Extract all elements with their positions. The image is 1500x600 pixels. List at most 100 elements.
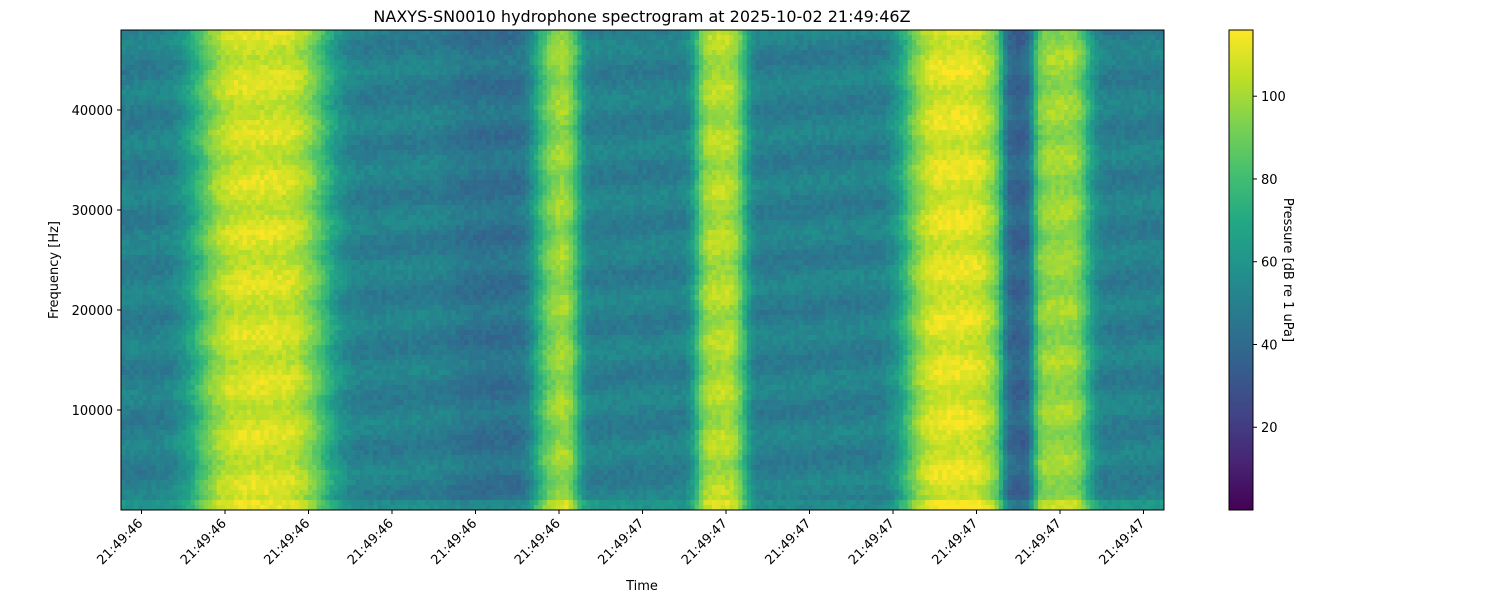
heatmap-cell	[243, 470, 248, 476]
heatmap-cell	[212, 230, 217, 236]
heatmap-cell	[173, 495, 178, 501]
heatmap-cell	[277, 185, 282, 191]
heatmap-cell	[251, 385, 256, 391]
heatmap-cell	[234, 300, 239, 306]
heatmap-cell	[221, 215, 226, 221]
heatmap-cell	[343, 255, 348, 261]
heatmap-cell	[282, 370, 287, 376]
heatmap-cell	[199, 275, 204, 281]
heatmap-cell	[286, 160, 291, 166]
heatmap-cell	[243, 445, 248, 451]
heatmap-cell	[169, 255, 174, 261]
heatmap-cell	[204, 265, 209, 271]
heatmap-cell	[277, 365, 282, 371]
heatmap-cell	[277, 460, 282, 466]
heatmap-cell	[204, 215, 209, 221]
heatmap-cell	[264, 410, 269, 416]
heatmap-cell	[273, 490, 278, 496]
heatmap-cell	[182, 60, 187, 66]
heatmap-cell	[325, 425, 330, 431]
heatmap-cell	[156, 375, 161, 381]
heatmap-cell	[182, 45, 187, 51]
heatmap-cell	[221, 285, 226, 291]
heatmap-cell	[199, 450, 204, 456]
heatmap-cell	[186, 220, 191, 226]
heatmap-cell	[282, 225, 287, 231]
heatmap-cell	[121, 190, 126, 196]
heatmap-cell	[269, 430, 274, 436]
heatmap-cell	[156, 255, 161, 261]
heatmap-cell	[204, 235, 209, 241]
heatmap-cell	[164, 45, 169, 51]
heatmap-cell	[160, 395, 165, 401]
heatmap-cell	[251, 55, 256, 61]
heatmap-cell	[217, 315, 222, 321]
heatmap-cell	[225, 310, 230, 316]
heatmap-cell	[164, 380, 169, 386]
heatmap-cell	[225, 90, 230, 96]
heatmap-cell	[334, 160, 339, 166]
heatmap-cell	[186, 430, 191, 436]
heatmap-cell	[199, 230, 204, 236]
heatmap-cell	[156, 155, 161, 161]
heatmap-cell	[317, 500, 322, 506]
heatmap-cell	[164, 130, 169, 136]
heatmap-cell	[251, 155, 256, 161]
heatmap-cell	[134, 270, 139, 276]
heatmap-cell	[169, 260, 174, 266]
heatmap-cell	[212, 370, 217, 376]
heatmap-cell	[191, 280, 196, 286]
heatmap-cell	[273, 105, 278, 111]
heatmap-cell	[308, 460, 313, 466]
heatmap-cell	[217, 430, 222, 436]
heatmap-cell	[338, 270, 343, 276]
heatmap-cell	[138, 475, 143, 481]
heatmap-cell	[199, 120, 204, 126]
heatmap-cell	[286, 140, 291, 146]
heatmap-cell	[147, 330, 152, 336]
heatmap-cell	[186, 95, 191, 101]
heatmap-cell	[138, 255, 143, 261]
heatmap-cell	[304, 250, 309, 256]
heatmap-cell	[234, 265, 239, 271]
heatmap-cell	[130, 285, 135, 291]
heatmap-cell	[208, 295, 213, 301]
heatmap-cell	[317, 395, 322, 401]
heatmap-cell	[290, 440, 295, 446]
heatmap-cell	[191, 435, 196, 441]
heatmap-cell	[243, 85, 248, 91]
heatmap-cell	[212, 265, 217, 271]
heatmap-cell	[182, 55, 187, 61]
heatmap-cell	[308, 180, 313, 186]
heatmap-cell	[138, 320, 143, 326]
heatmap-cell	[304, 75, 309, 81]
heatmap-cell	[217, 90, 222, 96]
heatmap-cell	[269, 105, 274, 111]
heatmap-cell	[343, 40, 348, 46]
heatmap-cell	[156, 390, 161, 396]
heatmap-cell	[247, 365, 252, 371]
heatmap-cell	[277, 140, 282, 146]
heatmap-cell	[151, 285, 156, 291]
heatmap-cell	[243, 285, 248, 291]
heatmap-cell	[317, 150, 322, 156]
heatmap-cell	[208, 155, 213, 161]
heatmap-cell	[199, 65, 204, 71]
heatmap-cell	[338, 50, 343, 56]
heatmap-cell	[164, 180, 169, 186]
heatmap-cell	[269, 150, 274, 156]
heatmap-cell	[234, 430, 239, 436]
heatmap-cell	[156, 270, 161, 276]
heatmap-cell	[225, 125, 230, 131]
heatmap-cell	[195, 335, 200, 341]
heatmap-cell	[221, 460, 226, 466]
heatmap-cell	[178, 260, 183, 266]
heatmap-cell	[256, 400, 261, 406]
heatmap-cell	[182, 175, 187, 181]
heatmap-cell	[199, 55, 204, 61]
heatmap-cell	[225, 80, 230, 86]
heatmap-cell	[212, 100, 217, 106]
heatmap-cell	[290, 145, 295, 151]
heatmap-cell	[234, 100, 239, 106]
heatmap-cell	[330, 310, 335, 316]
